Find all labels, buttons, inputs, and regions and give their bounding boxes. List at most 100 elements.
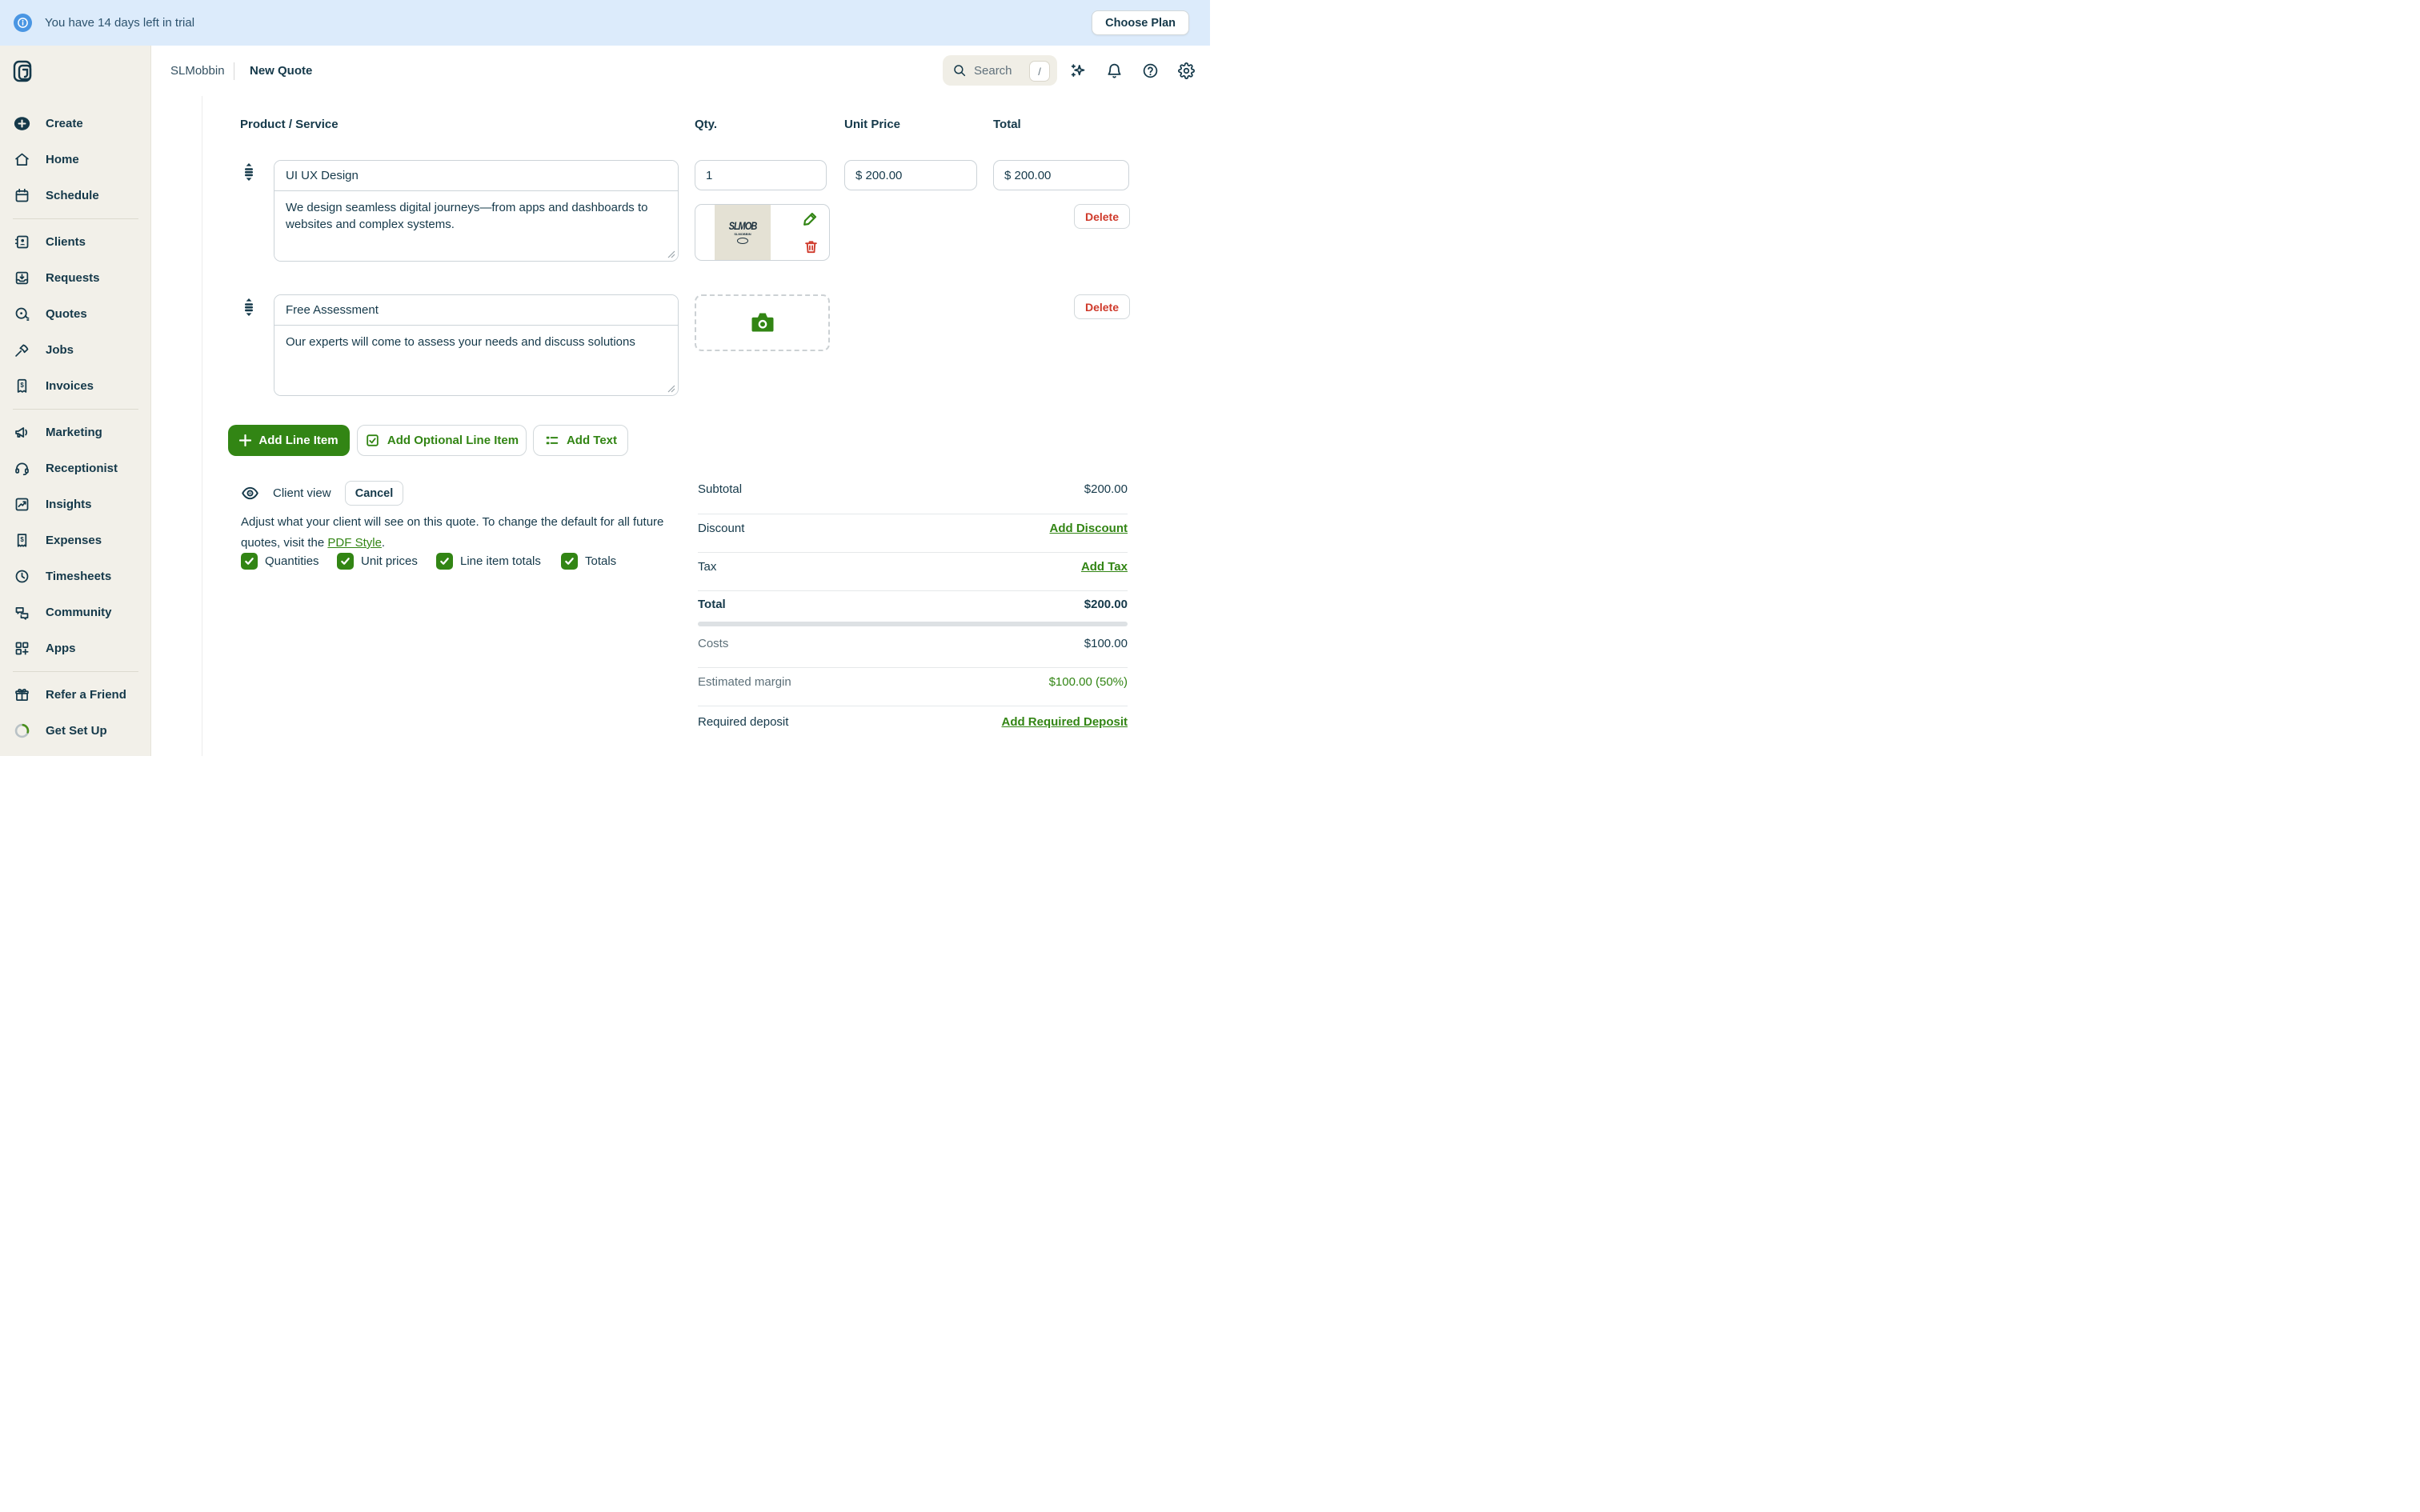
client-view-description: Adjust what your client will see on this… [241,515,664,550]
sidebar-divider [13,671,138,672]
add-discount-link[interactable]: Add Discount [1049,522,1128,535]
search-shortcut-badge: / [1029,61,1050,82]
discount-row: Discount Add Discount [698,522,1128,535]
help-icon[interactable] [1142,62,1159,79]
resize-handle-icon[interactable] [667,250,675,258]
sidebar-item-timesheets[interactable]: Timesheets [0,558,151,594]
text-lines-icon [546,436,559,445]
drag-handle[interactable] [242,298,255,316]
required-deposit-row: Required deposit Add Required Deposit [698,715,1128,729]
checkbox-checked-icon[interactable] [436,553,453,570]
jobber-logo-icon[interactable] [13,59,35,83]
subtotal-label: Subtotal [698,482,743,496]
line-item-2-description-input[interactable]: Our experts will come to assess your nee… [274,326,678,395]
add-text-button[interactable]: Add Text [533,425,628,456]
camera-icon [751,313,773,332]
sidebar-item-insights[interactable]: Insights [0,486,151,522]
search-input[interactable]: Search / [943,55,1057,86]
checkbox-checked-icon[interactable] [241,553,258,570]
sidebar-item-create[interactable]: Create [0,106,151,142]
subtotal-value: $200.00 [1084,482,1128,496]
add-required-deposit-link[interactable]: Add Required Deposit [1001,715,1128,729]
sidebar-nav: Create Home Schedule Clients Requests [0,106,151,756]
edit-image-pencil-icon[interactable] [803,210,819,226]
info-icon [14,14,32,32]
line-item-1-delete-button[interactable]: Delete [1074,204,1130,229]
sidebar-collapse[interactable] [0,750,151,756]
sidebar-divider [13,409,138,410]
estimated-margin-row: Estimated margin $100.00 (50%) [698,675,1128,689]
search-icon [954,65,966,77]
costs-row: Costs $100.00 [698,637,1128,650]
checkbox-checked-icon[interactable] [337,553,354,570]
checkbox-totals[interactable]: Totals [561,553,616,570]
total-label: Total [698,598,726,611]
sidebar-item-marketing[interactable]: Marketing [0,414,151,450]
sidebar-item-refer-a-friend[interactable]: Refer a Friend [0,677,151,713]
megaphone-icon [15,427,28,438]
column-header-product: Product / Service [240,118,339,131]
main-content: SLMobbin New Quote Search / Product / Se… [151,46,1210,756]
line-item-1-description-input[interactable]: We design seamless digital journeys—from… [274,191,678,261]
add-line-item-button[interactable]: Add Line Item [228,425,350,456]
line-item-2-name-input[interactable] [274,295,678,326]
total-value: $200.00 [1084,598,1128,611]
sidebar-item-home[interactable]: Home [0,142,151,178]
column-header-qty: Qty. [695,118,718,131]
summary-section-bar [698,622,1128,626]
drag-handle[interactable] [242,163,255,181]
insights-icon [15,498,29,511]
ai-sparkles-icon[interactable] [1070,62,1087,79]
sidebar-item-expenses[interactable]: $ Expenses [0,522,151,558]
notifications-bell-icon[interactable] [1106,62,1123,79]
line-item-1-qty-input[interactable] [695,160,827,190]
pdf-style-link[interactable]: PDF Style [327,536,382,550]
resize-handle-icon[interactable] [667,385,675,393]
trial-banner: You have 14 days left in trial Choose Pl… [0,0,1210,46]
sidebar-item-requests[interactable]: Requests [0,260,151,296]
search-placeholder: Search [974,63,1012,78]
estimated-margin-value: $100.00 (50%) [1048,675,1128,689]
add-optional-line-item-button[interactable]: Add Optional Line Item [357,425,527,456]
sidebar-item-get-set-up[interactable]: Get Set Up [0,713,151,749]
clock-icon [15,570,29,583]
sidebar-item-quotes[interactable]: Quotes [0,296,151,332]
column-header-total: Total [993,118,1021,131]
trial-message: You have 14 days left in trial [45,16,195,30]
line-item-2-delete-button[interactable]: Delete [1074,294,1130,319]
checkbox-quantities[interactable]: Quantities [241,553,319,570]
sidebar-divider [13,218,138,219]
line-item-1-name-input[interactable] [274,161,678,191]
checkbox-unit-prices[interactable]: Unit prices [337,553,418,570]
add-tax-link[interactable]: Add Tax [1080,560,1128,574]
chat-bubbles-icon [15,606,29,620]
sidebar-item-jobs[interactable]: Jobs [0,332,151,368]
delete-image-trash-icon[interactable] [803,238,819,255]
choose-plan-button[interactable]: Choose Plan [1092,10,1189,35]
client-view-label: Client view [273,486,331,500]
checkbox-icon [367,434,379,446]
checkbox-checked-icon[interactable] [561,553,578,570]
breadcrumb-company[interactable]: SLMobbin [170,64,225,78]
sidebar-item-community[interactable]: Community [0,594,151,630]
sidebar-item-invoices[interactable]: $ Invoices [0,368,151,404]
required-deposit-label: Required deposit [698,715,789,729]
settings-gear-icon[interactable] [1178,62,1195,79]
calendar-icon [15,188,29,202]
sidebar-item-receptionist[interactable]: Receptionist [0,450,151,486]
line-item-1-total-input[interactable] [993,160,1129,190]
line-item-2-add-image-dropzone[interactable] [695,294,830,351]
sidebar-item-apps[interactable]: Apps [0,630,151,666]
sidebar-item-clients[interactable]: Clients [0,224,151,260]
sidebar: Create Home Schedule Clients Requests [0,46,151,756]
svg-text:$: $ [20,382,24,389]
line-item-1-image[interactable]: SLMOB SLMOBBIN [715,205,771,260]
cancel-button[interactable]: Cancel [345,481,403,506]
clients-icon [14,235,29,249]
plus-circle-icon [14,117,30,130]
sidebar-item-schedule[interactable]: Schedule [0,178,151,214]
line-item-1-unit-price-input[interactable] [844,160,977,190]
checkbox-line-item-totals[interactable]: Line item totals [436,553,541,570]
invoice-icon: $ [17,378,27,393]
receipt-icon: $ [17,534,27,547]
